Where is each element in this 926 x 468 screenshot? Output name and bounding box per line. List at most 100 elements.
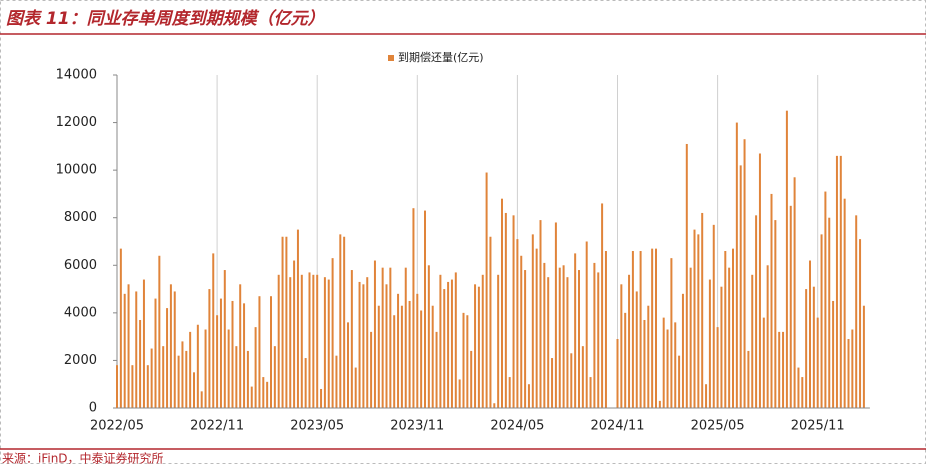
bar	[204, 329, 207, 408]
bar	[489, 236, 492, 408]
bar	[123, 293, 126, 408]
bar	[193, 372, 195, 408]
bar	[539, 220, 542, 408]
bar	[404, 267, 407, 408]
y-tick-label: 2000	[64, 353, 97, 368]
bar	[312, 274, 315, 408]
bar	[304, 358, 307, 408]
bar	[431, 305, 434, 408]
x-tick-label: 2023/05	[290, 419, 344, 434]
bar	[678, 355, 681, 408]
bar	[501, 198, 503, 408]
bar	[851, 329, 854, 408]
bar	[142, 279, 145, 408]
bar	[131, 365, 134, 408]
bar	[793, 177, 796, 408]
bar	[585, 241, 588, 408]
bar	[162, 346, 165, 408]
bar	[250, 386, 253, 408]
bar	[239, 284, 242, 408]
bar	[196, 324, 199, 408]
bar	[643, 319, 646, 408]
bar	[843, 198, 846, 408]
bar	[593, 262, 596, 408]
bar	[620, 284, 623, 408]
bar	[651, 248, 654, 408]
bar	[227, 329, 230, 408]
bar	[520, 255, 523, 408]
bar	[200, 391, 203, 408]
x-tick-label: 2025/11	[791, 419, 845, 434]
x-tick-label: 2024/05	[490, 419, 544, 434]
bar	[181, 341, 184, 408]
bar	[381, 267, 384, 408]
bar	[273, 346, 276, 408]
y-tick-label: 0	[89, 401, 97, 416]
bar	[358, 281, 361, 408]
bar	[835, 155, 838, 408]
bar	[454, 272, 457, 408]
bar	[508, 377, 511, 408]
bar	[755, 215, 758, 408]
bar	[693, 229, 696, 408]
bar	[435, 331, 438, 408]
bar	[285, 236, 288, 408]
bar	[293, 260, 296, 408]
bar	[785, 110, 788, 408]
bar	[570, 353, 573, 408]
bar	[697, 234, 700, 408]
x-tick-label: 2022/11	[190, 419, 244, 434]
bar	[782, 331, 785, 408]
bar	[362, 284, 365, 408]
chart-title: 图表 11：同业存单周度到期规模（亿元）	[6, 9, 325, 29]
bar	[212, 253, 215, 408]
bar	[408, 300, 411, 408]
bar	[173, 291, 176, 408]
bar	[289, 277, 292, 408]
bar	[466, 315, 469, 408]
bar	[439, 274, 442, 408]
bar	[774, 220, 777, 408]
x-tick-label: 2024/11	[590, 419, 644, 434]
bar	[639, 251, 642, 408]
bar	[616, 339, 619, 408]
bar	[139, 319, 142, 408]
bar	[535, 248, 538, 408]
bar	[685, 143, 688, 408]
bar	[270, 296, 272, 408]
bar	[447, 281, 450, 408]
bar	[350, 270, 353, 408]
bar	[631, 251, 634, 408]
bar	[562, 265, 565, 408]
bar	[770, 193, 773, 408]
bar	[766, 265, 769, 408]
bar	[554, 222, 557, 408]
bar	[604, 251, 607, 408]
bar	[135, 291, 138, 408]
bar	[166, 308, 169, 408]
bar	[635, 291, 638, 408]
bar	[119, 248, 122, 408]
bar	[470, 350, 473, 408]
bar	[450, 279, 453, 408]
bar	[658, 400, 661, 408]
bar	[531, 234, 534, 408]
y-tick-label: 12000	[56, 115, 97, 130]
bar	[789, 205, 792, 408]
bar	[219, 298, 222, 408]
bar	[335, 355, 338, 408]
bar	[493, 403, 496, 408]
bar	[839, 155, 842, 408]
y-tick-label: 14000	[56, 68, 97, 83]
bar	[809, 260, 811, 408]
bar	[820, 234, 823, 408]
bar	[296, 229, 299, 408]
y-tick-label: 10000	[56, 163, 97, 178]
bar	[801, 377, 804, 408]
bar	[628, 274, 631, 408]
bar	[185, 350, 188, 408]
bar	[420, 310, 423, 408]
bar	[689, 267, 692, 408]
x-tick-label: 2022/05	[90, 419, 144, 434]
